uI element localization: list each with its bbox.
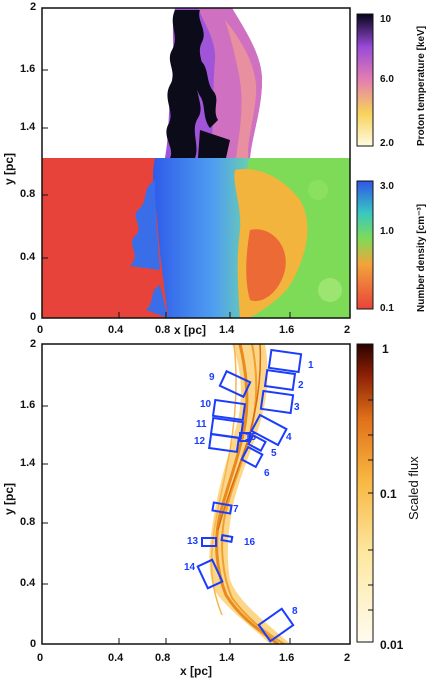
region-box	[220, 534, 234, 543]
top-xtick: 2	[344, 324, 351, 336]
region-label-9: 9	[209, 372, 215, 383]
bottom-xtick: 1.6	[279, 652, 295, 664]
region-boxes	[196, 348, 303, 643]
region-box	[250, 413, 288, 447]
bottom-ytick: 0.8	[20, 516, 36, 528]
flux-cb-tick: 0.01	[380, 638, 404, 652]
bottom-xtick: 0.4	[108, 652, 124, 664]
bottom-xtick: 2	[344, 652, 351, 664]
density-cb-tick: 1.0	[380, 226, 394, 237]
region-label-3: 3	[294, 402, 300, 413]
region-label-10: 10	[200, 399, 212, 410]
bottom-ytick: 1.4	[20, 457, 36, 469]
top-ytick: 0	[30, 311, 37, 323]
top-ytick: 2	[30, 1, 37, 13]
flux-cb-tick: 1	[382, 342, 389, 356]
bottom-ytick: 0	[30, 638, 37, 650]
top-xtick: 0	[37, 324, 44, 336]
top-x-axis-label: x [pc]	[174, 323, 207, 337]
region-box	[259, 389, 295, 415]
region-label-11: 11	[196, 419, 207, 430]
bottom-plot-frame	[41, 343, 351, 645]
region-label-8: 8	[292, 606, 298, 617]
region-label-7: 7	[233, 504, 239, 515]
temperature-colorbar	[356, 13, 374, 147]
flux-colorbar-label: Scaled flux	[406, 456, 421, 520]
temp-cb-tick: 6.0	[380, 74, 394, 85]
region-label-16: 16	[244, 537, 256, 548]
emission-filaments	[209, 343, 290, 646]
region-box	[257, 607, 295, 643]
region-label-14: 14	[184, 562, 196, 573]
flux-cb-tick: 0.1	[380, 487, 397, 501]
top-ytick: 1.4	[20, 121, 36, 133]
region-box	[211, 501, 233, 515]
temp-cb-tick: 10	[380, 14, 392, 25]
bottom-xtick: 0	[37, 652, 44, 664]
region-label-15: 15	[245, 432, 257, 443]
bottom-x-axis-label: x [pc]	[180, 664, 213, 678]
region-box	[239, 432, 251, 442]
density-colorbar	[356, 180, 374, 310]
top-xtick: 1.6	[279, 324, 295, 336]
region-box	[263, 368, 297, 392]
bottom-xtick: 1.4	[219, 652, 235, 664]
top-xtick: 0.4	[108, 324, 124, 336]
top-xtick: 1.4	[219, 324, 235, 336]
region-label-4: 4	[286, 432, 292, 443]
bottom-ytick: 0.4	[20, 577, 36, 589]
region-box	[240, 445, 264, 469]
bottom-plot-area	[42, 344, 350, 644]
region-label-12: 12	[194, 436, 206, 447]
region-box	[201, 537, 217, 547]
density-colorbar-label: Number density [cm⁻³]	[416, 203, 427, 312]
top-plot-area	[42, 8, 350, 318]
top-ytick: 0.8	[20, 188, 36, 200]
region-box	[211, 398, 247, 422]
bottom-xtick: 0.8	[155, 652, 171, 664]
temp-cb-tick: 2.0	[380, 138, 394, 149]
region-label-2: 2	[298, 380, 304, 391]
top-figure-canvas	[41, 7, 374, 319]
region-label-13: 13	[187, 536, 199, 547]
region-label-6: 6	[264, 468, 270, 479]
region-box	[208, 432, 240, 454]
bottom-ytick: 2	[30, 338, 37, 350]
top-xtick: 0.8	[155, 324, 171, 336]
temperature-colorbar-label: Proton temperature [keV]	[416, 25, 427, 146]
region-label-5: 5	[271, 448, 277, 459]
region-label-1: 1	[308, 360, 314, 371]
top-y-axis-label: y [pc]	[2, 152, 16, 185]
region-box	[196, 558, 224, 590]
bottom-y-axis-label: y [pc]	[2, 482, 16, 515]
top-ytick: 1.6	[20, 63, 36, 75]
bottom-ytick: 1.6	[20, 399, 36, 411]
top-ytick: 0.4	[20, 251, 36, 263]
density-cb-tick: 0.1	[380, 303, 394, 314]
region-box	[218, 369, 252, 399]
top-plot-frame	[41, 7, 351, 319]
region-box	[267, 348, 303, 374]
density-cb-tick: 3.0	[380, 181, 394, 192]
